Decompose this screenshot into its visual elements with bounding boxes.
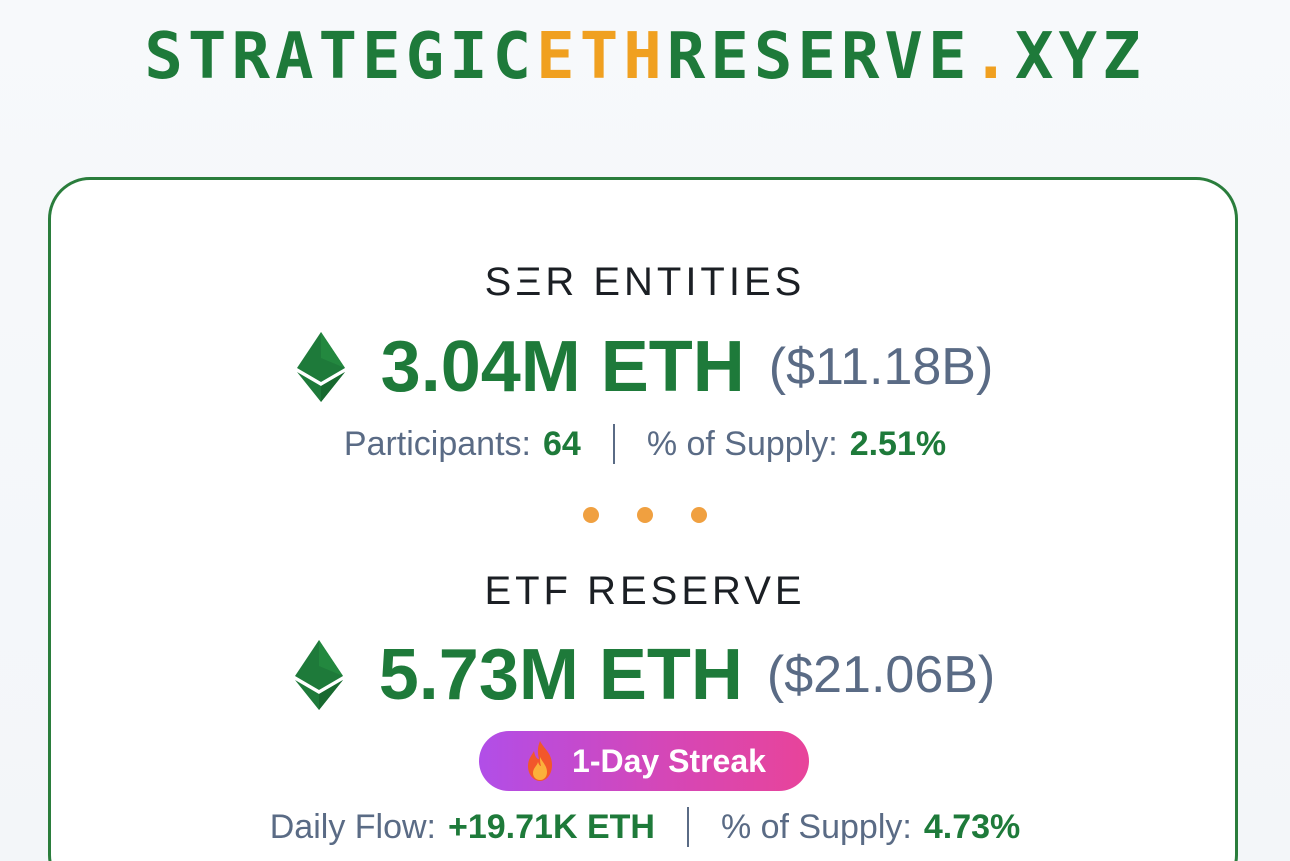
daily-flow-value: +19.71K ETH — [448, 808, 655, 846]
ser-supply-value: 2.51% — [849, 425, 947, 463]
logo-part-eth: ETH — [536, 20, 667, 94]
ser-supply-label: % of Supply: — [646, 425, 838, 463]
etf-usd-value: ($21.06B) — [766, 646, 996, 704]
etf-eth-amount: 5.73M ETH — [378, 635, 743, 715]
site-logo[interactable]: STRATEGICETHRESERVE.XYZ — [0, 22, 1290, 92]
etf-supply-label: % of Supply: — [720, 808, 912, 846]
section-divider-dots — [0, 507, 1290, 523]
divider-dot — [691, 507, 707, 523]
streak-label: 1-Day Streak — [572, 742, 766, 779]
participants-label: Participants: — [343, 425, 531, 463]
ser-usd-value: ($11.18B) — [768, 338, 994, 396]
divider-dot — [583, 507, 599, 523]
etf-stats-row: Daily Flow: +19.71K ETH % of Supply: 4.7… — [0, 807, 1290, 847]
logo-part-xyz: XYZ — [1015, 20, 1146, 94]
participants-value: 64 — [542, 425, 581, 463]
etf-reserve-title: ETF RESERVE — [484, 569, 806, 613]
etf-amount-row: 5.73M ETH ($21.06B) — [0, 635, 1290, 715]
ser-amount-row: 3.04M ETH ($11.18B) — [0, 327, 1290, 407]
etf-supply-value: 4.73% — [923, 808, 1021, 846]
ser-stats-row: Participants: 64 % of Supply: 2.51% — [0, 424, 1290, 464]
divider-dot — [637, 507, 653, 523]
ethereum-icon — [294, 640, 343, 710]
logo-part-reserve: RESERVE — [666, 20, 972, 94]
daily-flow-label: Daily Flow: — [269, 808, 436, 846]
ser-eth-amount: 3.04M ETH — [380, 327, 745, 407]
streak-badge: 1-Day Streak — [479, 731, 809, 791]
ser-entities-title: SΞR ENTITIES — [484, 260, 806, 304]
logo-part-dot: . — [971, 20, 1016, 94]
ethereum-icon — [296, 332, 345, 402]
flame-icon — [528, 741, 553, 781]
stats-divider — [686, 807, 689, 847]
stats-divider — [612, 424, 615, 464]
logo-part-strategic: STRATEGIC — [144, 20, 537, 94]
